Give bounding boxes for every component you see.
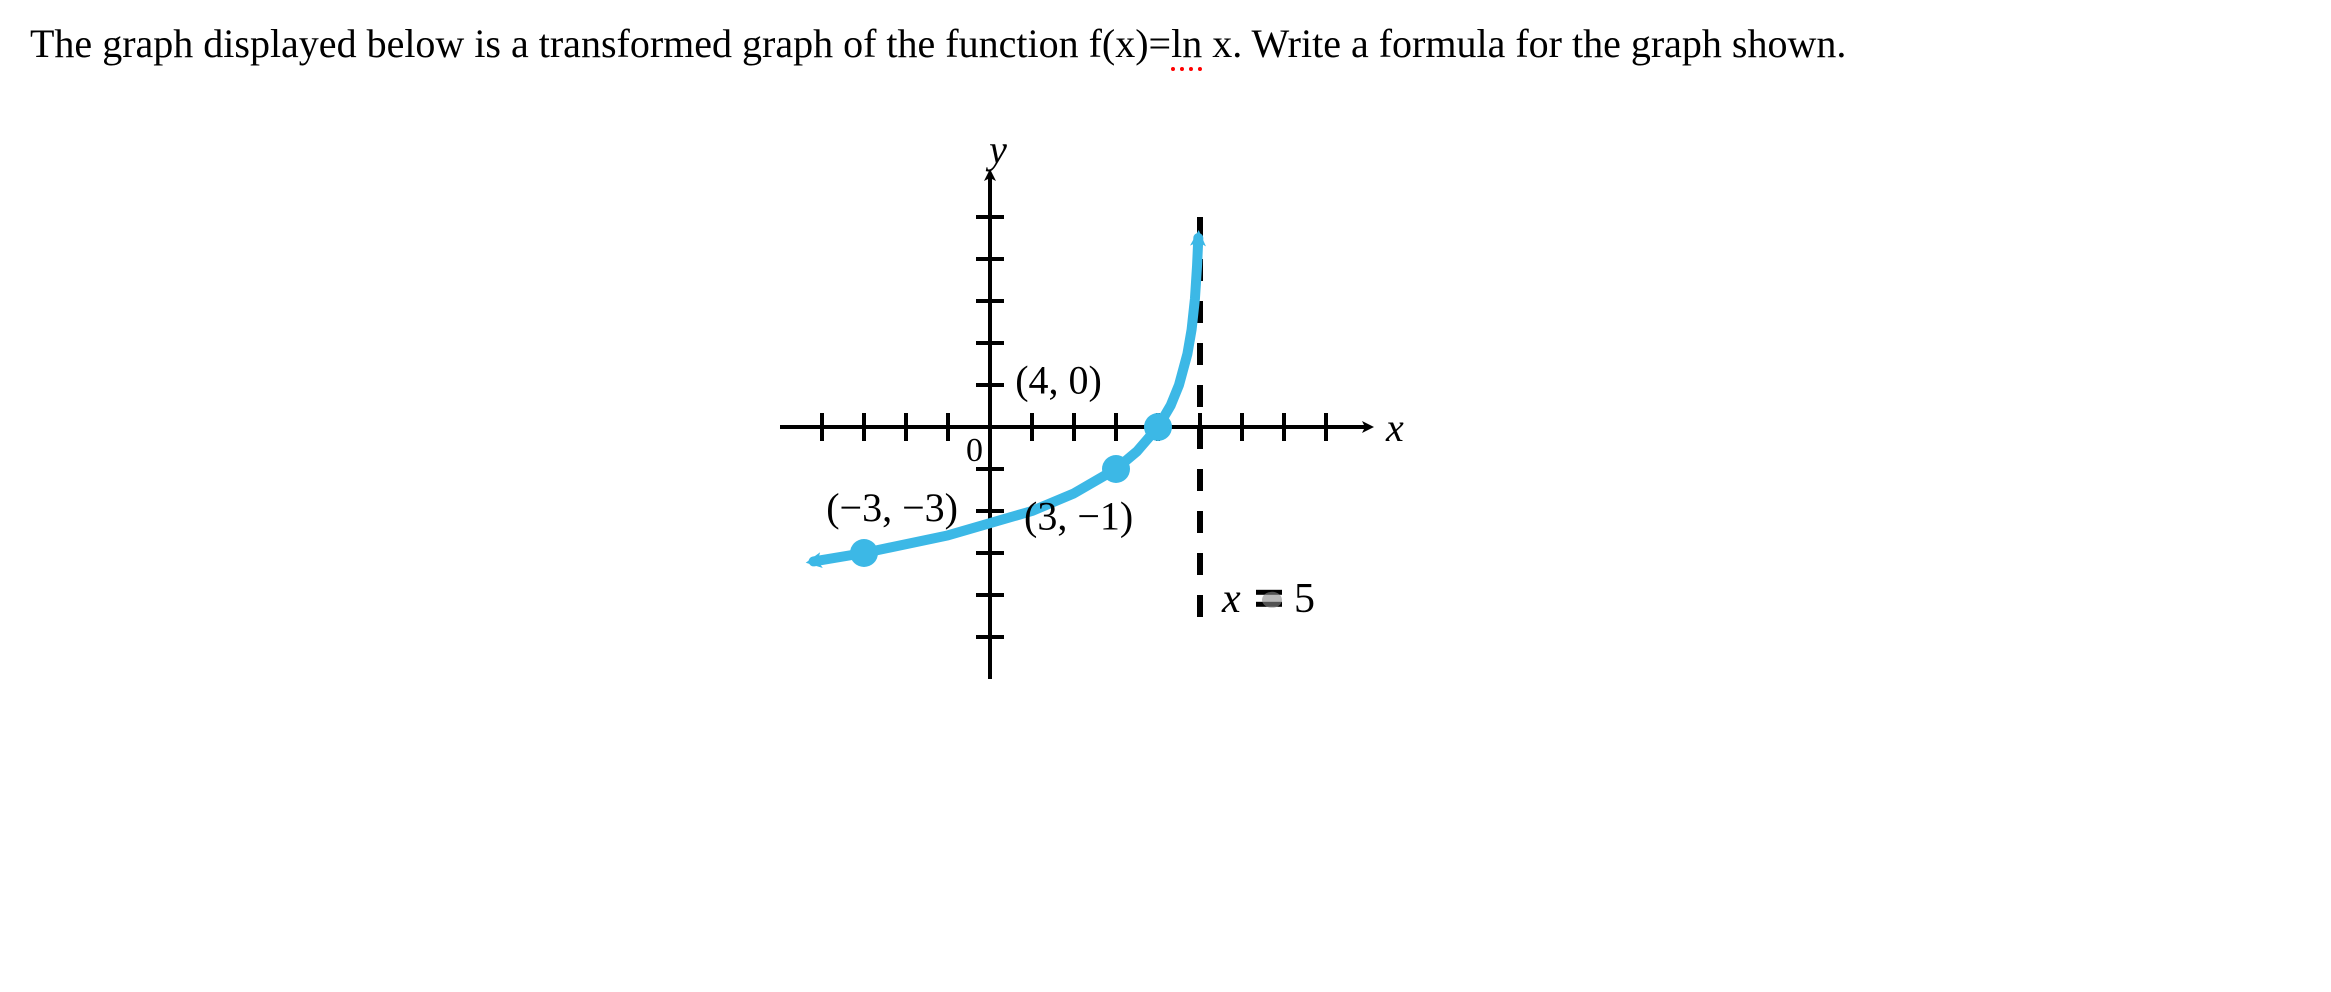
- svg-text:x: x: [1221, 576, 1241, 622]
- question-prefix: The graph displayed below is a transform…: [30, 21, 1171, 66]
- graph-container: y x 0 (−3, −3) (3, −1) (4, 0) x 5: [730, 67, 1630, 867]
- question-text: The graph displayed below is a transform…: [30, 20, 2301, 67]
- graph-svg: y x 0 (−3, −3) (3, −1) (4, 0) x 5: [730, 67, 1630, 867]
- point-label-3-neg1: (3, −1): [1024, 493, 1133, 538]
- svg-text:5: 5: [1294, 576, 1315, 622]
- point-label-neg3-neg3: (−3, −3): [826, 485, 958, 530]
- curve-point: [1144, 413, 1172, 441]
- origin-label: 0: [966, 432, 983, 469]
- y-axis-label: y: [985, 127, 1007, 172]
- question-suffix: x. Write a formula for the graph shown.: [1202, 21, 1846, 66]
- curve-point: [850, 539, 878, 567]
- point-label-4-0: (4, 0): [1015, 357, 1102, 402]
- asymptote-label: x 5: [1221, 576, 1315, 622]
- curve-point: [1102, 455, 1130, 483]
- x-axis-label: x: [1385, 405, 1404, 450]
- ln-text: ln: [1171, 20, 1202, 67]
- equals-bar-icon: [1256, 590, 1282, 608]
